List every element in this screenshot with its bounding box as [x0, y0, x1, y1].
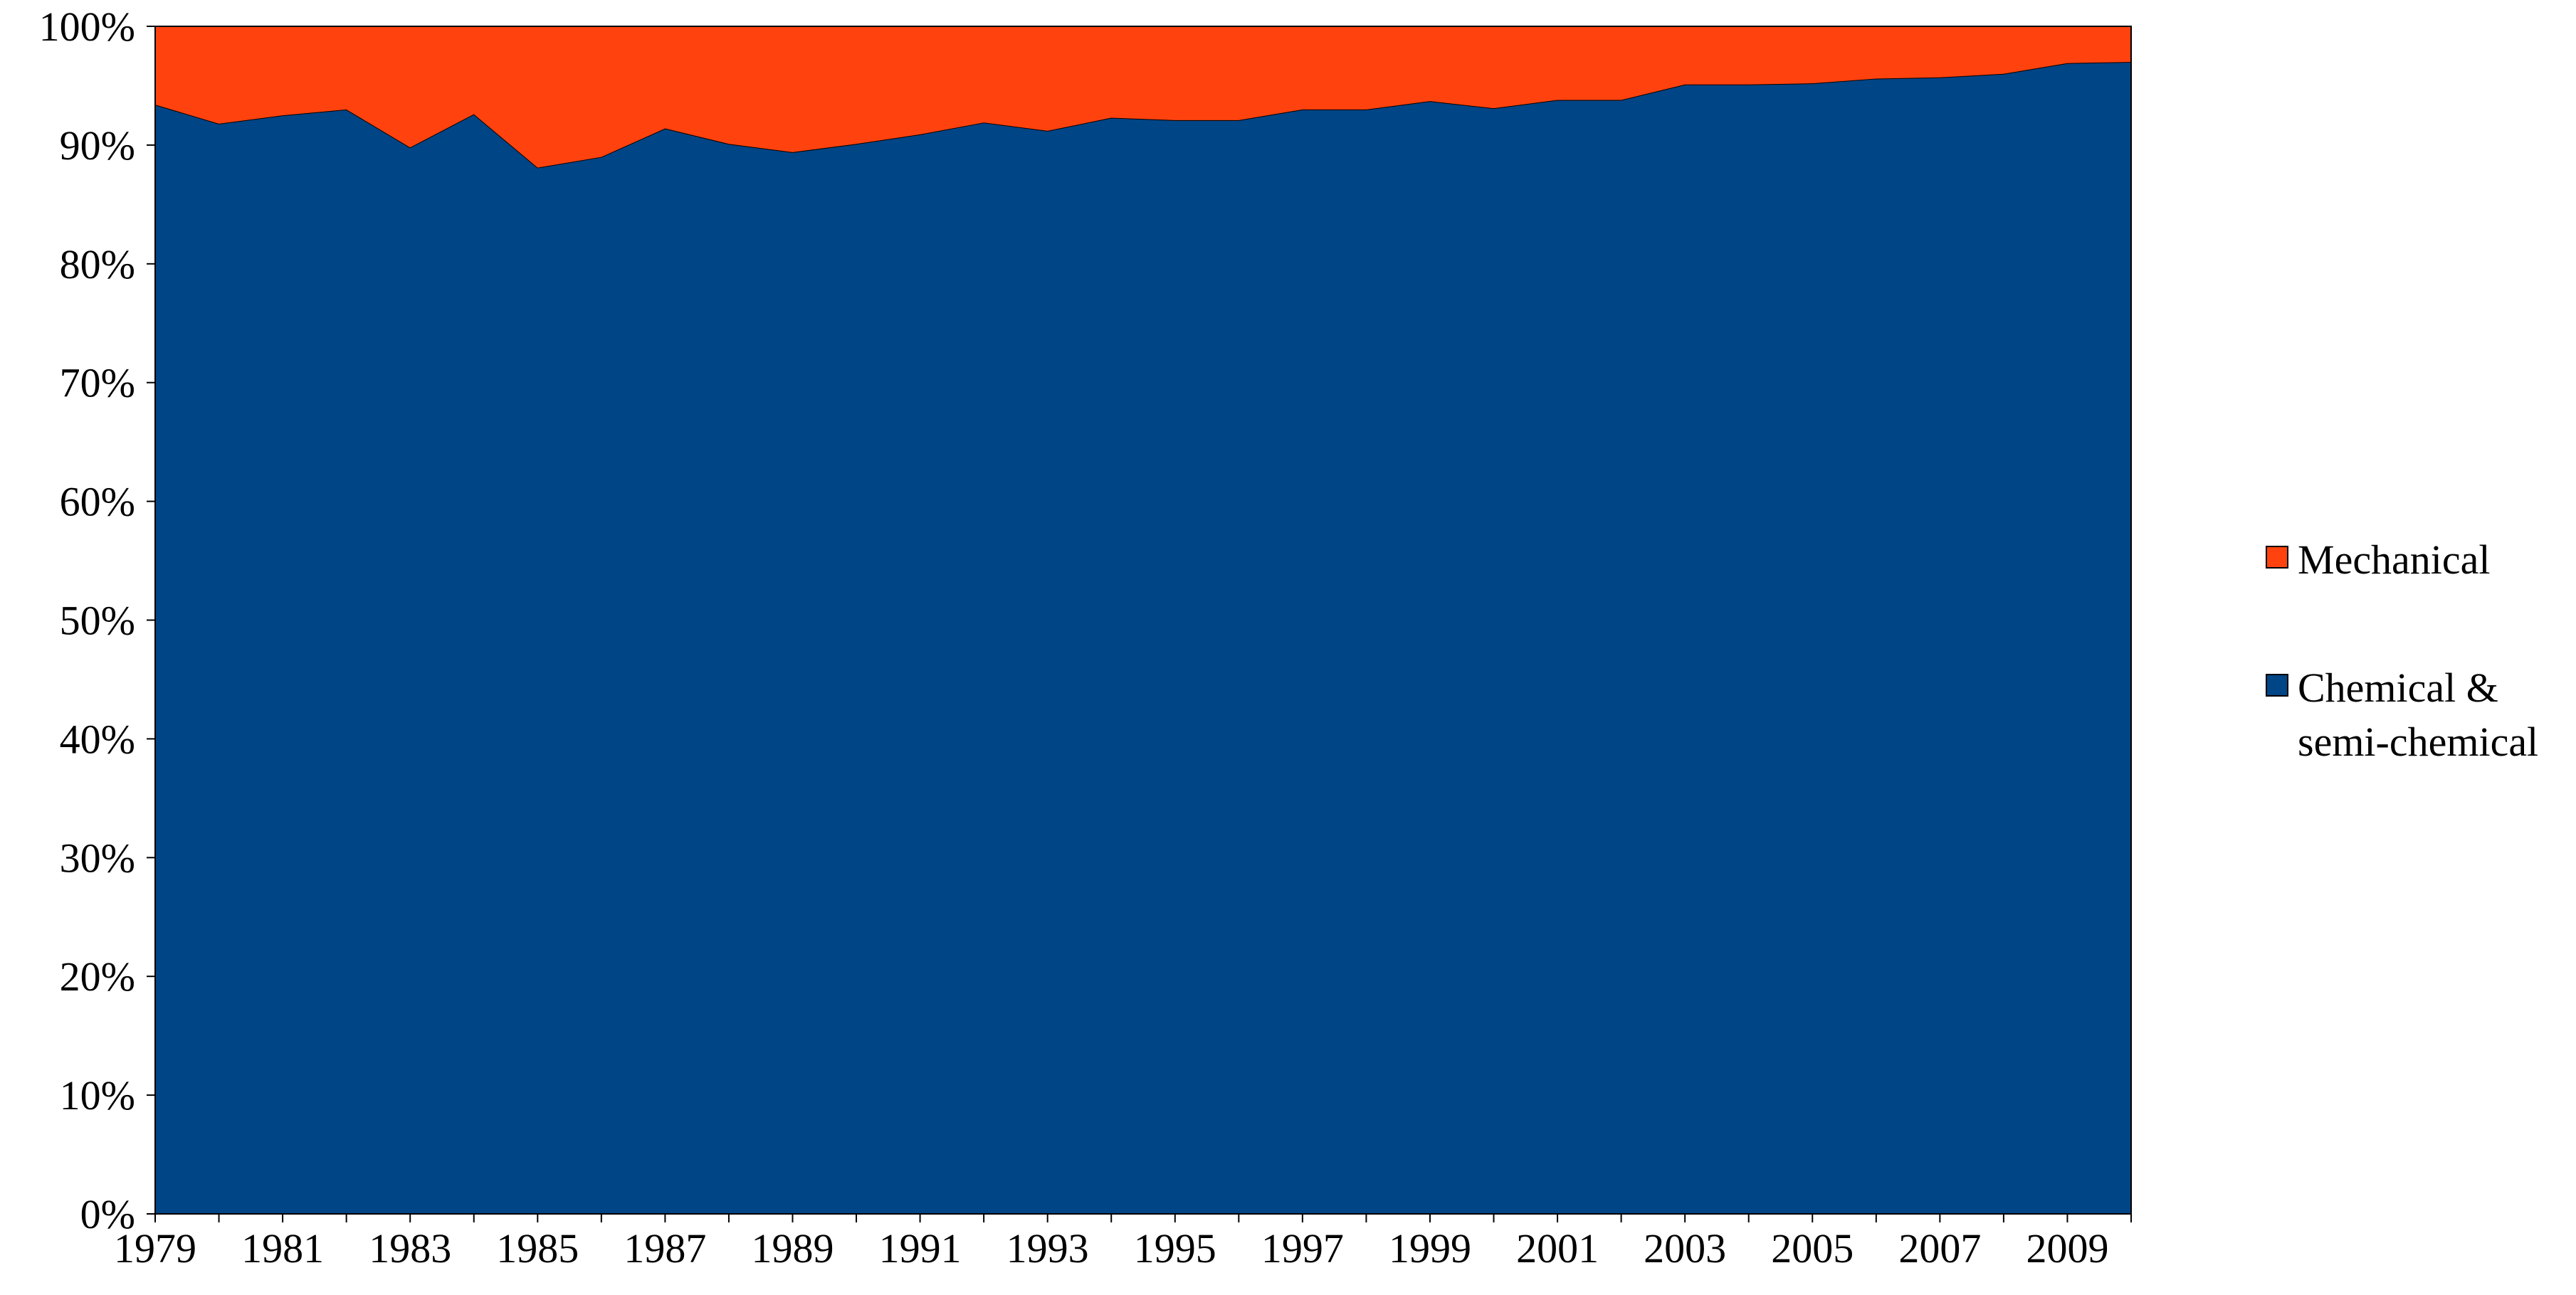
x-tick-label: 1997	[1261, 1225, 1344, 1272]
legend-swatch	[2266, 674, 2288, 697]
y-tick-label: 10%	[60, 1072, 135, 1119]
x-tick-label: 2009	[2026, 1225, 2108, 1272]
area-mechanical	[155, 26, 2131, 168]
legend-label: Chemical &	[2298, 665, 2498, 711]
y-tick-label: 90%	[60, 122, 135, 169]
legend-label: Mechanical	[2298, 536, 2491, 583]
x-tick-label: 1991	[879, 1225, 962, 1272]
x-tick-label: 1979	[114, 1225, 196, 1272]
x-tick-label: 1995	[1134, 1225, 1216, 1272]
y-tick-label: 100%	[39, 4, 135, 50]
area-chemical-semi-chemical	[155, 62, 2131, 1215]
x-tick-label: 1983	[369, 1225, 451, 1272]
legend-label: semi-chemical	[2298, 719, 2538, 765]
x-tick-label: 1981	[241, 1225, 324, 1272]
y-tick-label: 20%	[60, 953, 135, 1000]
y-tick-label: 50%	[60, 598, 135, 644]
x-tick-label: 2001	[1516, 1225, 1599, 1272]
x-tick-label: 1999	[1389, 1225, 1471, 1272]
x-tick-label: 1989	[751, 1225, 834, 1272]
x-tick-label: 1993	[1006, 1225, 1089, 1272]
y-tick-label: 70%	[60, 360, 135, 406]
x-tick-label: 1987	[624, 1225, 706, 1272]
y-tick-label: 40%	[60, 716, 135, 762]
x-tick-label: 1985	[496, 1225, 579, 1272]
x-tick-label: 2005	[1771, 1225, 1854, 1272]
x-tick-label: 2003	[1644, 1225, 1726, 1272]
y-tick-label: 0%	[80, 1191, 135, 1237]
y-tick-label: 60%	[60, 479, 135, 525]
y-tick-label: 80%	[60, 241, 135, 287]
x-tick-label: 2007	[1898, 1225, 1981, 1272]
legend-swatch	[2266, 546, 2288, 569]
y-tick-label: 30%	[60, 835, 135, 881]
